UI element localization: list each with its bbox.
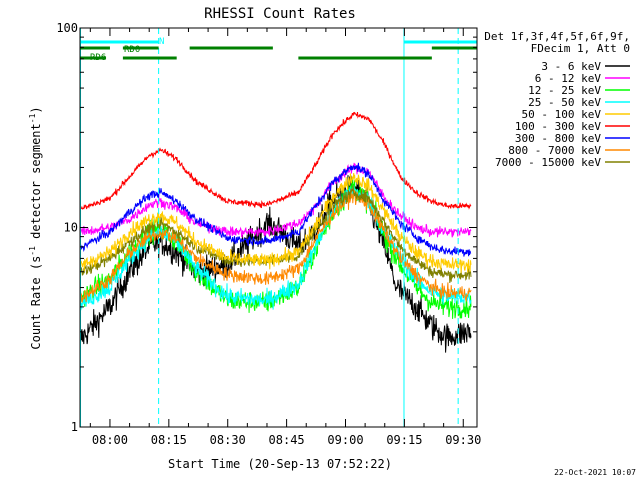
legend-header-0: Det 1f,3f,4f,5f,6f,9f, [484, 30, 630, 43]
x-tick-label-2: 08:30 [210, 433, 246, 447]
y-tick-label-2: 100 [56, 21, 78, 35]
y-tick-label-0: 1 [71, 420, 78, 434]
legend-label-6: 300 - 800 keV [515, 132, 601, 145]
legend-label-8: 7000 - 15000 keV [495, 156, 601, 169]
x-tick-label-1: 08:15 [151, 433, 187, 447]
series-line-1 [80, 162, 472, 238]
legend-label-3: 25 - 50 keV [528, 96, 601, 109]
legend-label-7: 800 - 7000 keV [508, 144, 601, 157]
x-axis-label: Start Time (20-Sep-13 07:52:22) [168, 457, 392, 471]
y-tick-label-1: 10 [64, 221, 78, 235]
footer-date: 22-Oct-2021 10:07 [554, 468, 636, 477]
legend-label-1: 6 - 12 keV [535, 72, 602, 85]
series-line-7 [80, 189, 472, 303]
x-tick-label-5: 09:15 [386, 433, 422, 447]
legend-label-5: 100 - 300 keV [515, 120, 601, 133]
series-line-4 [80, 173, 472, 273]
legend-label-2: 12 - 25 keV [528, 84, 601, 97]
chart-title: RHESSI Count Rates [204, 6, 356, 22]
y-axis-label: Count Rate (s-1 detector segment-1) [28, 106, 43, 349]
flag-label-rd0: RD0 [124, 45, 140, 55]
x-tick-label-3: 08:45 [269, 433, 305, 447]
legend-header-1: FDecim 1, Att 0 [531, 42, 630, 55]
x-tick-label-6: 09:30 [445, 433, 481, 447]
series-line-5 [80, 111, 472, 210]
legend-label-0: 3 - 6 keV [541, 60, 601, 73]
series-line-6 [80, 162, 472, 257]
x-tick-label-0: 08:00 [92, 433, 128, 447]
flag-label-rd6: RD6 [90, 53, 106, 63]
flag-label-n: N [159, 37, 164, 47]
x-tick-label-4: 09:00 [327, 433, 363, 447]
legend-label-4: 50 - 100 keV [522, 108, 602, 121]
legend: Det 1f,3f,4f,5f,6f,9f,FDecim 1, Att 0 3 -… [484, 30, 630, 169]
